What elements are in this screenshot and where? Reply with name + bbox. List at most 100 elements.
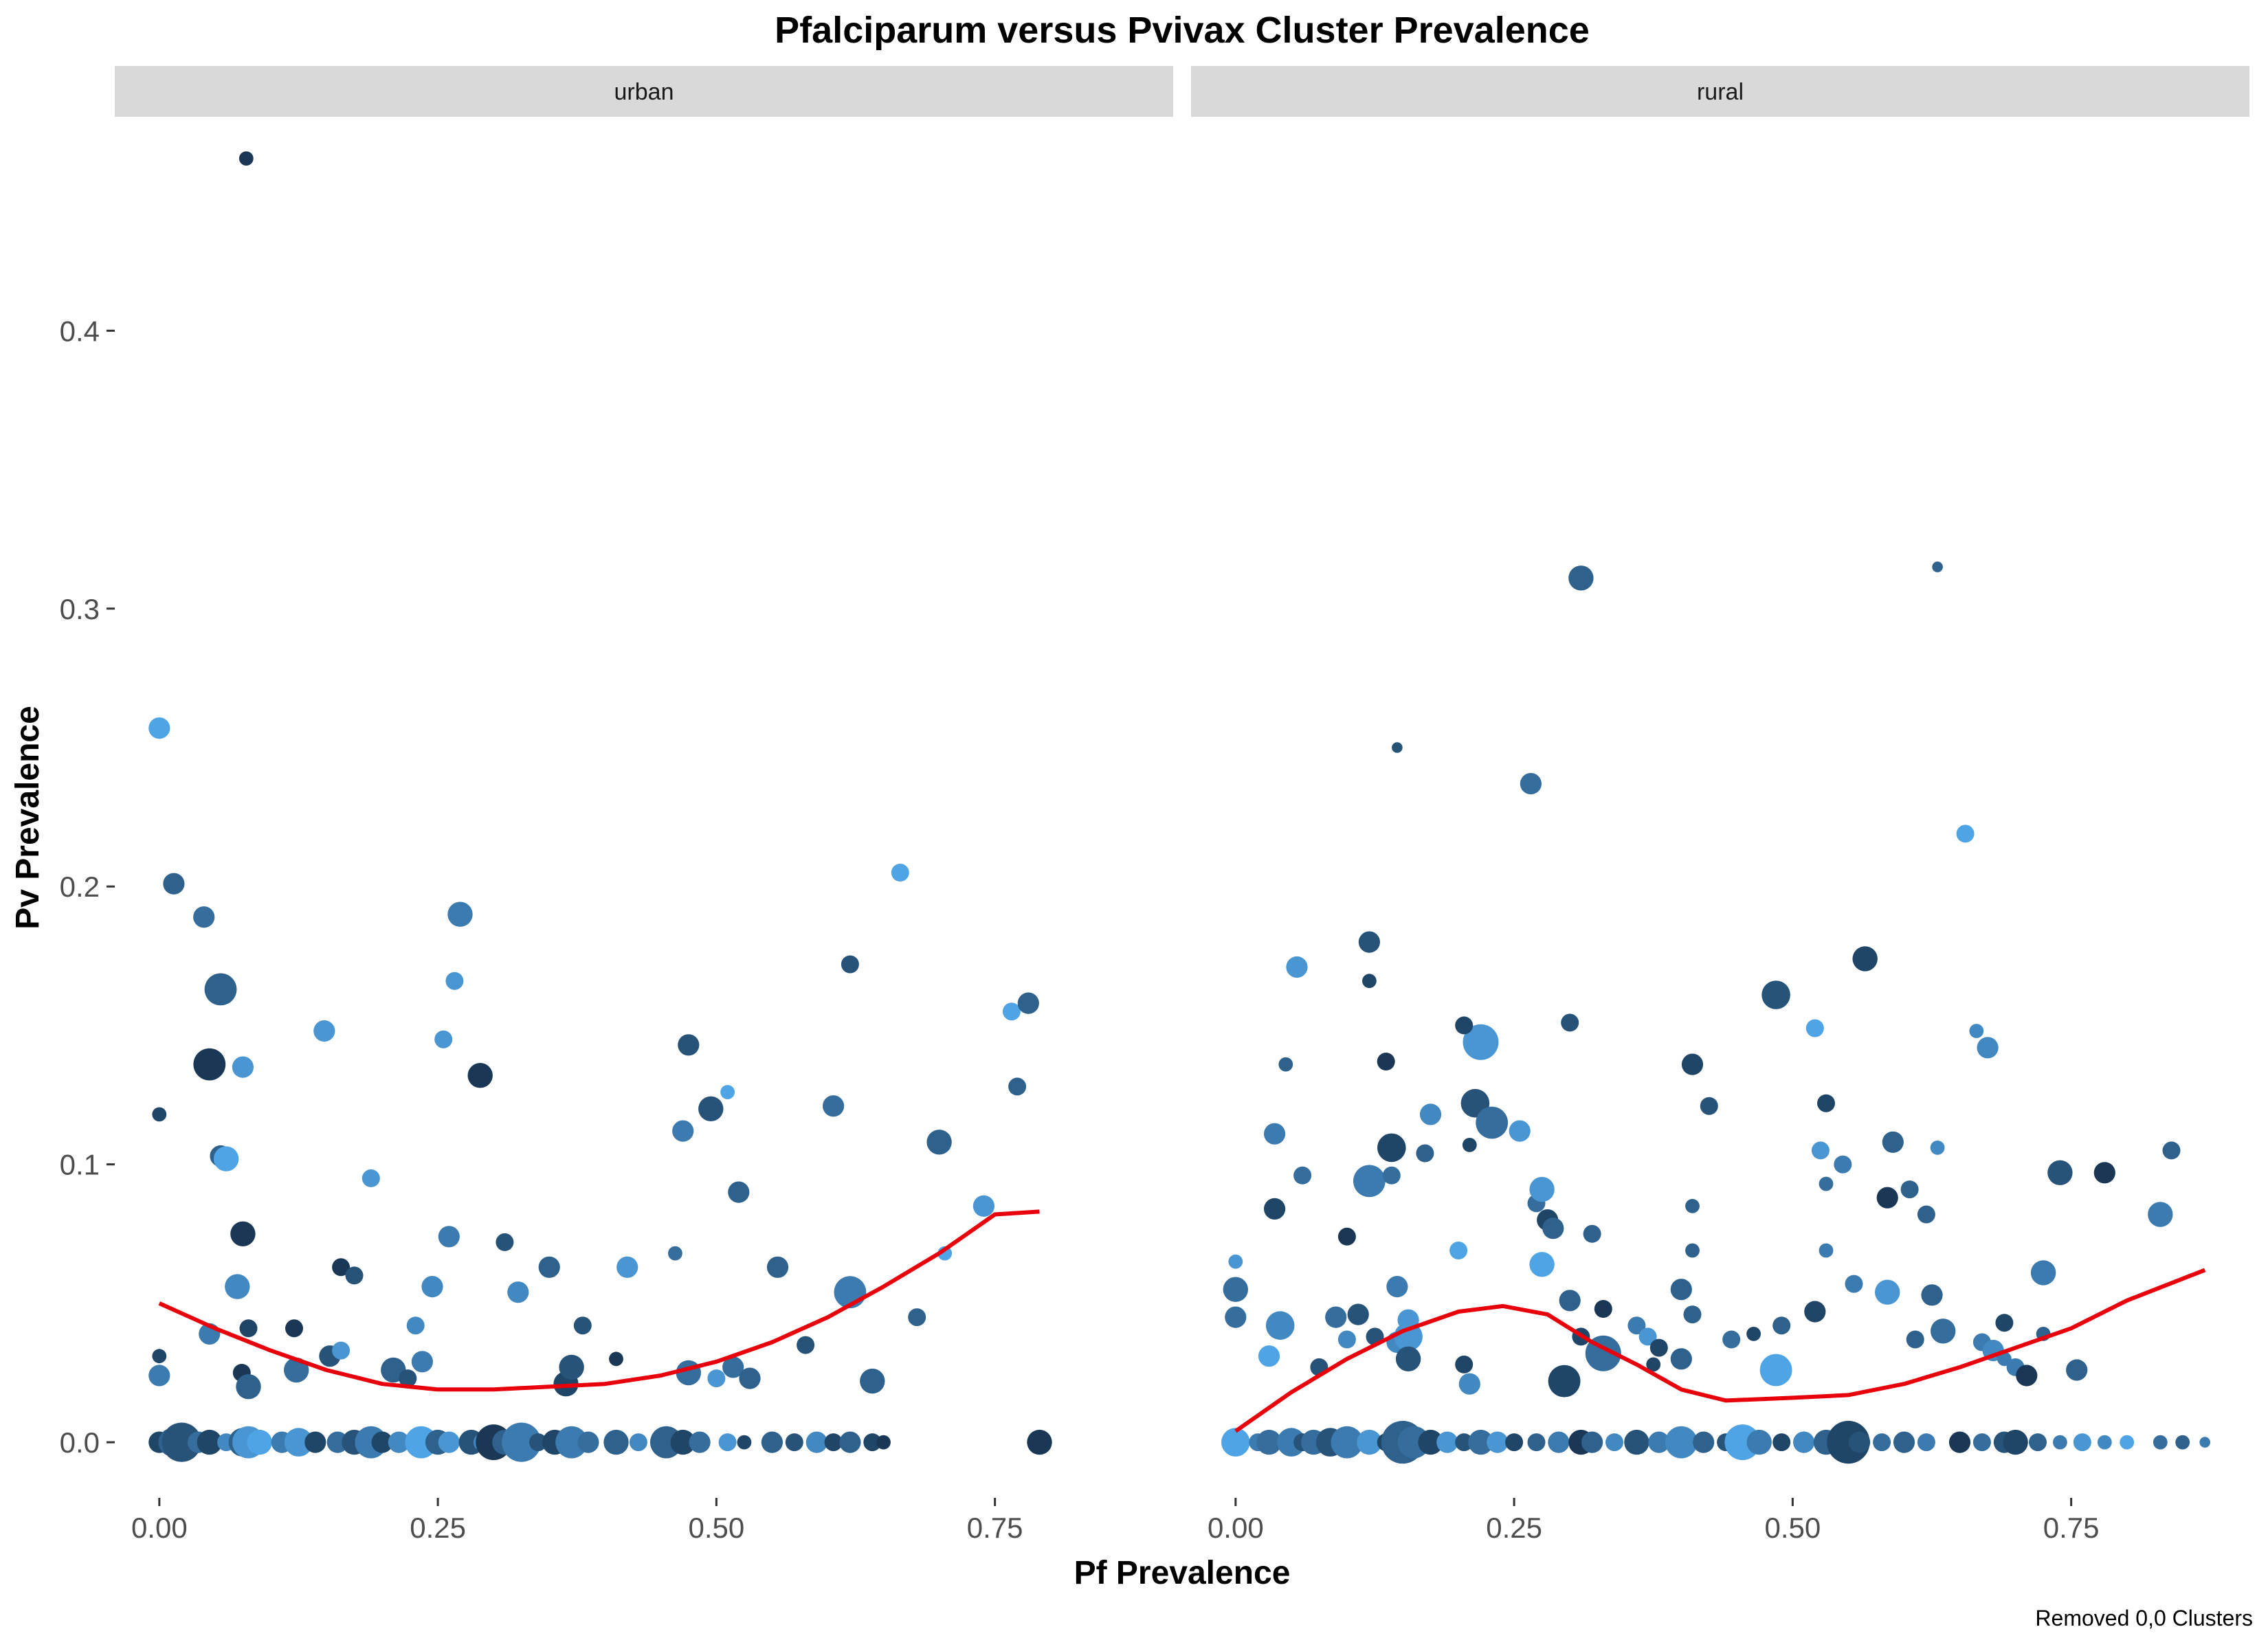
point-rural-104 xyxy=(1221,1428,1250,1457)
point-rural-116 xyxy=(1418,1429,1443,1455)
point-rural-40 xyxy=(2047,1160,2073,1186)
point-urban-63 xyxy=(972,1195,994,1217)
point-urban-7 xyxy=(313,1020,335,1042)
point-urban-93 xyxy=(529,1433,547,1452)
point-urban-0 xyxy=(238,151,254,166)
y-axis-title: Pv Prevalence xyxy=(10,706,46,930)
point-rural-56 xyxy=(1228,1254,1243,1269)
point-rural-79 xyxy=(1394,1322,1423,1351)
point-urban-36 xyxy=(411,1351,434,1373)
point-urban-103 xyxy=(737,1435,752,1450)
point-rural-25 xyxy=(1416,1144,1434,1163)
point-rural-18 xyxy=(1681,1053,1704,1075)
point-rural-86 xyxy=(1649,1338,1668,1357)
point-rural-122 xyxy=(1527,1433,1546,1452)
point-rural-123 xyxy=(1548,1431,1570,1453)
point-rural-81 xyxy=(1455,1355,1474,1373)
point-urban-25 xyxy=(152,1349,167,1364)
point-rural-0 xyxy=(1568,565,1594,591)
point-urban-46 xyxy=(668,1246,682,1261)
smooth-line-rural xyxy=(1234,1268,2206,1433)
point-rural-15 xyxy=(1977,1037,1999,1059)
point-rural-29 xyxy=(1353,1165,1386,1198)
point-rural-87 xyxy=(1646,1357,1661,1372)
point-urban-105 xyxy=(785,1433,803,1452)
point-rural-137 xyxy=(1827,1420,1870,1464)
point-rural-14 xyxy=(1969,1024,1984,1038)
point-urban-20 xyxy=(345,1266,364,1285)
point-rural-75 xyxy=(1258,1345,1280,1367)
point-urban-38 xyxy=(538,1256,560,1278)
point-rural-64 xyxy=(1559,1290,1581,1312)
point-rural-44 xyxy=(1337,1227,1356,1246)
point-rural-55 xyxy=(2148,1202,2173,1227)
point-rural-62 xyxy=(1386,1276,1408,1298)
point-urban-79 xyxy=(304,1431,326,1453)
point-urban-61 xyxy=(926,1130,952,1155)
point-urban-18 xyxy=(496,1233,514,1251)
point-rural-58 xyxy=(1225,1306,1247,1328)
point-urban-83 xyxy=(371,1431,393,1453)
point-urban-3 xyxy=(193,906,215,928)
point-rural-21 xyxy=(1419,1103,1442,1125)
point-rural-16 xyxy=(1278,1057,1293,1072)
smooth-line-rural xyxy=(1234,1268,2206,1433)
point-rural-66 xyxy=(1627,1316,1646,1335)
point-urban-108 xyxy=(839,1431,861,1453)
x-tick-label-urban-0: 0.00 xyxy=(131,1512,188,1544)
point-urban-76 xyxy=(247,1429,272,1455)
point-rural-50 xyxy=(1819,1176,1834,1191)
point-rural-52 xyxy=(1876,1187,1898,1209)
point-rural-41 xyxy=(2093,1162,2115,1184)
point-urban-100 xyxy=(670,1429,696,1455)
point-urban-43 xyxy=(616,1256,638,1278)
point-urban-54 xyxy=(797,1336,815,1354)
point-urban-17 xyxy=(438,1226,460,1248)
point-rural-88 xyxy=(1670,1348,1692,1370)
point-rural-77 xyxy=(1337,1330,1356,1349)
strip-urban xyxy=(115,66,1173,117)
point-rural-117 xyxy=(1436,1431,1458,1453)
point-urban-12 xyxy=(467,1063,493,1088)
point-rural-39 xyxy=(1930,1141,1945,1155)
point-rural-48 xyxy=(1685,1243,1700,1258)
strip-rural xyxy=(1191,66,2249,117)
point-rural-138 xyxy=(1849,1431,1871,1453)
point-urban-16 xyxy=(230,1221,256,1247)
point-rural-80 xyxy=(1395,1346,1421,1372)
point-rural-74 xyxy=(2030,1260,2056,1286)
point-urban-30 xyxy=(148,1365,170,1387)
point-urban-24 xyxy=(239,1319,258,1338)
point-rural-22 xyxy=(1476,1106,1509,1139)
point-rural-130 xyxy=(1693,1431,1715,1453)
point-rural-8 xyxy=(1852,946,1878,972)
point-rural-7 xyxy=(1362,974,1377,989)
point-rural-46 xyxy=(1529,1252,1555,1277)
x-tick-label-rural-0: 0.00 xyxy=(1208,1512,1264,1544)
point-urban-21 xyxy=(421,1276,443,1298)
point-urban-65 xyxy=(1008,1077,1027,1096)
point-rural-36 xyxy=(1882,1131,1904,1153)
point-urban-50 xyxy=(766,1256,789,1278)
point-urban-109 xyxy=(863,1433,882,1452)
point-urban-96 xyxy=(577,1431,599,1453)
x-tick-label-rural-1: 0.25 xyxy=(1486,1512,1542,1544)
point-urban-5 xyxy=(204,973,237,1006)
point-urban-44 xyxy=(672,1120,694,1142)
x-tick-label-rural-2: 0.50 xyxy=(1764,1512,1821,1544)
point-urban-42 xyxy=(609,1351,623,1367)
point-urban-64 xyxy=(1002,1002,1021,1021)
point-urban-110 xyxy=(876,1435,891,1450)
point-urban-84 xyxy=(388,1431,410,1453)
points-urban xyxy=(148,151,1052,1462)
point-urban-92 xyxy=(502,1422,542,1462)
point-urban-111 xyxy=(1027,1429,1052,1455)
point-rural-17 xyxy=(1377,1053,1395,1070)
panel-urban: urban 0.00 0.25 0.50 0.75 xyxy=(115,66,1173,1544)
point-urban-95 xyxy=(555,1426,588,1459)
point-urban-56 xyxy=(841,955,859,974)
point-rural-51 xyxy=(1819,1243,1834,1258)
point-rural-134 xyxy=(1772,1433,1791,1452)
point-rural-6 xyxy=(1286,956,1308,978)
point-urban-28 xyxy=(285,1319,303,1338)
